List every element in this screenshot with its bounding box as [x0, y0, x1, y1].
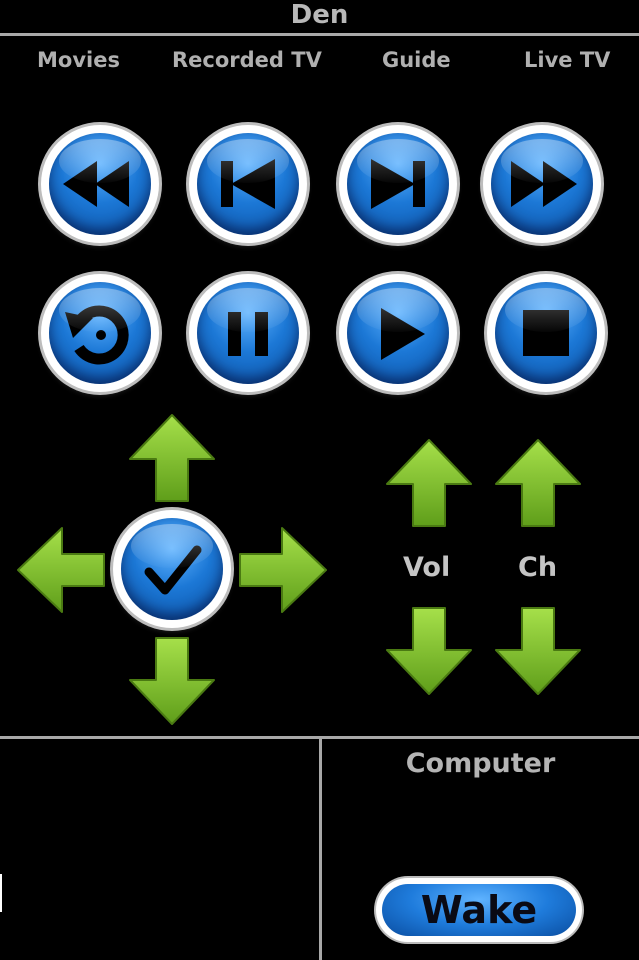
wake-label: Wake [382, 884, 576, 936]
channel-label: Ch [518, 552, 558, 583]
skip-back-button[interactable] [189, 125, 307, 243]
right-arrow-button[interactable] [238, 526, 328, 614]
arrow-up-icon [129, 414, 215, 502]
arrow-up-icon [386, 439, 472, 527]
arrow-down-icon [129, 637, 215, 725]
volume-down-button[interactable] [385, 606, 473, 696]
down-arrow-button[interactable] [128, 636, 216, 726]
fast-forward-icon [511, 161, 577, 207]
replay-icon [65, 305, 129, 365]
rewind-icon [63, 161, 129, 207]
tab-recorded-tv[interactable]: Recorded TV [172, 48, 322, 72]
skip-forward-button[interactable] [339, 125, 457, 243]
arrow-down-icon [386, 607, 472, 695]
volume-label: Vol [403, 552, 451, 583]
stop-button[interactable] [487, 274, 605, 392]
arrow-left-icon [17, 527, 105, 613]
pause-icon [228, 312, 268, 356]
bottom-divider [0, 736, 639, 739]
replay-button[interactable] [41, 274, 159, 392]
arrow-right-icon [239, 527, 327, 613]
header-divider [0, 33, 639, 36]
play-icon [381, 308, 425, 360]
channel-down-button[interactable] [494, 606, 582, 696]
tab-live-tv[interactable]: Live TV [524, 48, 611, 72]
arrow-up-icon [495, 439, 581, 527]
checkmark-icon [144, 545, 202, 595]
rewind-button[interactable] [41, 125, 159, 243]
play-button[interactable] [339, 274, 457, 392]
pause-button[interactable] [189, 274, 307, 392]
volume-up-button[interactable] [385, 438, 473, 528]
ok-button[interactable] [113, 510, 231, 628]
fast-forward-button[interactable] [483, 125, 601, 243]
up-arrow-button[interactable] [128, 413, 216, 503]
skip-back-icon [221, 159, 275, 209]
left-arrow-button[interactable] [16, 526, 106, 614]
tab-guide[interactable]: Guide [382, 48, 451, 72]
arrow-down-icon [495, 607, 581, 695]
page-title: Den [290, 0, 349, 30]
wake-button[interactable]: Wake [376, 878, 582, 942]
panel-divider [319, 739, 322, 960]
skip-forward-icon [371, 159, 425, 209]
tab-movies[interactable]: Movies [37, 48, 120, 72]
stop-icon [523, 310, 569, 356]
computer-title: Computer [405, 748, 556, 779]
panel-edge-mark [0, 874, 2, 912]
channel-up-button[interactable] [494, 438, 582, 528]
